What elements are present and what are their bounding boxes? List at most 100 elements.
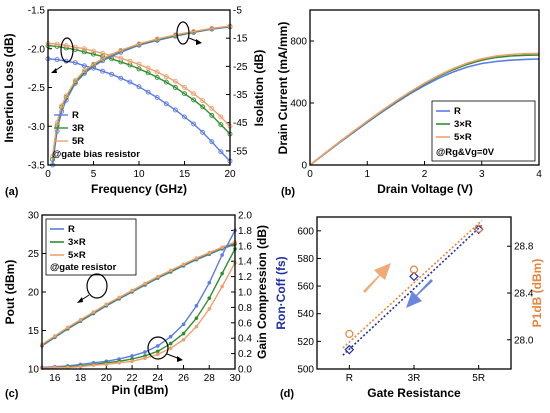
c-right-axis-ticks: 0.0 0.2 0.4 0.6 0.8 1.0 1.2 1.4 1.6 1.8 2.0 <box>231 211 252 376</box>
a-point-left-R <box>145 89 151 95</box>
d-right-tick-label-2: 28.8 <box>514 242 534 253</box>
a-point-left-5R <box>209 105 215 111</box>
c-x-tick-label-0: 16 <box>49 373 61 384</box>
d-p1db-marker <box>409 265 419 274</box>
c-point-left-5×R <box>156 274 160 279</box>
b-x-axis-label: Drain Voltage (V) <box>377 182 473 196</box>
a-point-left-R <box>100 68 106 74</box>
d-ron-coff-marker <box>344 344 355 355</box>
c-point-right-3×R <box>220 271 224 276</box>
c-point-left-5×R <box>143 281 147 286</box>
d-fit-line-0 <box>342 224 483 356</box>
a-point-right-5R <box>118 47 124 53</box>
d-data-markers <box>344 224 484 355</box>
c-point-right-R <box>130 354 134 358</box>
a-right-tick-label-0: -55 <box>233 146 248 157</box>
d-y-axis-label-right: P1dB (dBm) <box>530 259 544 328</box>
c-x-tick-label-4: 24 <box>152 373 164 384</box>
a-point-left-5R <box>191 91 197 97</box>
c-point-right-3×R <box>156 349 160 354</box>
c-point-right-5×R <box>181 337 186 342</box>
d-x-axis-label: Gate Resistance <box>367 386 461 400</box>
c-point-right-5×R <box>207 307 212 311</box>
a-point-left-3R <box>163 79 169 85</box>
a-panel-label: (a) <box>5 186 19 198</box>
a-right-tick-label-5: -5 <box>233 6 242 17</box>
a-right-tick-label-2: -35 <box>233 90 248 101</box>
c-point-right-5×R <box>168 346 173 351</box>
b-plot-frame <box>309 9 540 166</box>
a-arrow-right-head <box>196 39 202 45</box>
d-p1db-marker <box>474 224 483 233</box>
a-annotation: @gate bias resistor <box>52 149 140 160</box>
a-x-tick-label-3: 15 <box>179 169 191 180</box>
a-point-left-5R <box>91 48 96 54</box>
d-x-axis-ticks: R 3R 5R <box>346 365 485 384</box>
panel-c-chart: 10 15 20 25 30 0.0 0.2 0.4 0.6 0.8 1.0 1.2 1.4 1.6 1.… <box>3 211 269 401</box>
a-point-left-R <box>182 114 187 120</box>
c-point-right-5×R <box>156 352 160 357</box>
d-ron-coff-marker <box>409 271 419 282</box>
c-point-left-5×R <box>168 268 173 273</box>
a-point-right-5R <box>54 120 60 126</box>
c-x-axis-label: Pin (dBm) <box>112 383 169 397</box>
c-line-left-5×R <box>41 241 236 345</box>
b-y-tick-label-1: 400 <box>290 99 307 110</box>
d-plot-frame <box>316 216 512 370</box>
d-left-tick-label-4: 580 <box>297 254 314 265</box>
a-left-tick-label-4: -1.5 <box>28 6 46 17</box>
c-x-axis-ticks: 16 18 20 22 24 26 28 30 <box>49 365 241 384</box>
b-panel-label: (b) <box>281 186 295 198</box>
a-right-tick-label-1: -45 <box>233 118 248 129</box>
c-point-left-5×R <box>181 262 186 267</box>
a-point-right-5R <box>63 93 69 99</box>
b-legend-label-3R: 3×R <box>454 119 472 130</box>
a-point-left-5R <box>127 58 133 64</box>
a-point-left-3R <box>145 70 151 76</box>
d-left-tick-label-2: 540 <box>297 309 314 320</box>
d-left-tick-label-5: 600 <box>297 226 314 237</box>
a-point-left-R <box>218 149 224 155</box>
a-line-left-3R <box>47 44 231 135</box>
c-legend-label-3R: 3×R <box>68 237 86 248</box>
a-legend-label-5R: 5R <box>72 136 84 147</box>
panel-d-chart: 500 520 540 560 580 600 28.0 28.4 28.8 R 3R 5R Ga… <box>275 216 544 400</box>
c-point-right-R <box>168 334 173 339</box>
a-point-left-3R <box>136 66 142 72</box>
a-left-tick-label-0: -3.5 <box>28 161 46 172</box>
c-point-right-5×R <box>130 359 134 364</box>
c-right-tick-label-2: 0.4 <box>238 334 252 345</box>
a-point-left-5R <box>54 41 60 47</box>
c-point-right-5×R <box>78 364 83 369</box>
c-left-tick-label-1: 15 <box>28 326 40 337</box>
a-y-axis-label-left: Insertion Loss (dB) <box>2 33 16 142</box>
panel-a-chart: -3.5 -3.0 -2.5 -2.0 -1.5 -55 -45 -35 -25 -15 -5 0… <box>2 6 266 199</box>
b-annotation: @Rg&Vg=0V <box>436 147 495 158</box>
c-right-tick-label-8: 1.6 <box>238 241 252 252</box>
c-y-axis-label-left: Pout (dBm) <box>3 260 17 325</box>
a-legend: R 3R 5R @gate bias resistor <box>52 110 140 160</box>
c-point-right-R <box>207 280 212 285</box>
c-plot-frame <box>41 214 236 370</box>
a-point-left-5R <box>154 69 160 75</box>
a-point-left-R <box>154 95 160 101</box>
c-point-right-5×R <box>117 361 121 365</box>
a-point-right-5R <box>209 25 215 31</box>
a-point-right-5R <box>136 41 142 47</box>
b-legend-label-R: R <box>454 106 461 117</box>
a-point-left-5R <box>118 55 124 61</box>
a-right-tick-label-4: -15 <box>233 34 248 45</box>
a-point-left-R <box>209 139 215 145</box>
a-point-right-5R <box>81 68 87 74</box>
d-blue-block-arrow <box>406 279 433 308</box>
a-point-right-5R <box>59 103 65 109</box>
c-left-tick-label-0: 10 <box>28 365 40 376</box>
a-line-left-R <box>47 58 231 162</box>
d-right-tick-label-0: 28.0 <box>514 335 534 346</box>
c-point-right-3×R <box>194 316 199 320</box>
a-x-axis-label: Frequency (GHz) <box>91 182 187 196</box>
c-line-right-5×R <box>41 262 236 369</box>
c-point-left-5×R <box>130 288 134 293</box>
c-circle-annotation-right <box>147 336 169 360</box>
c-arrow-right-head <box>177 356 183 362</box>
